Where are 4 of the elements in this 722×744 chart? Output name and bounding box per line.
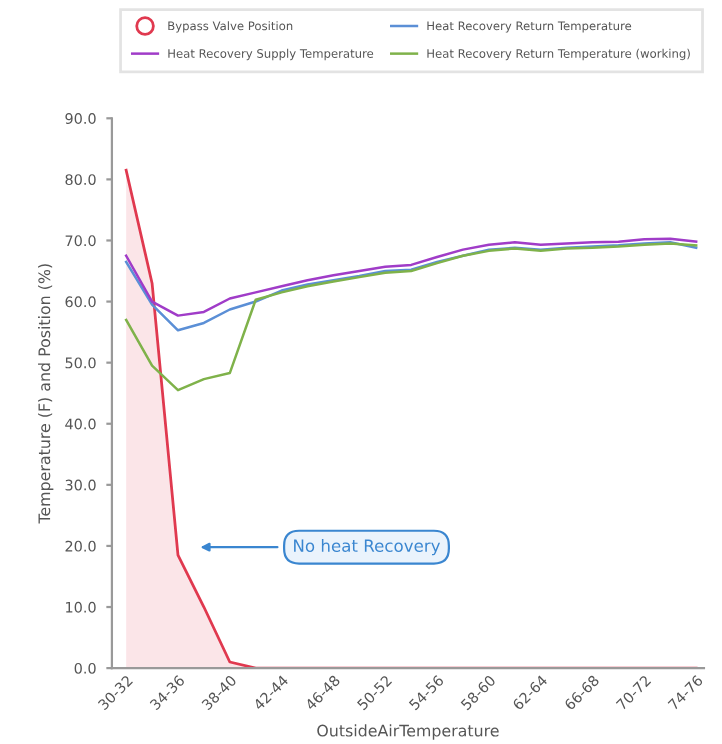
annotation: No heat Recovery bbox=[294, 539, 441, 556]
line-series bbox=[124, 241, 698, 332]
line-series bbox=[124, 242, 698, 392]
line-series bbox=[124, 237, 698, 317]
